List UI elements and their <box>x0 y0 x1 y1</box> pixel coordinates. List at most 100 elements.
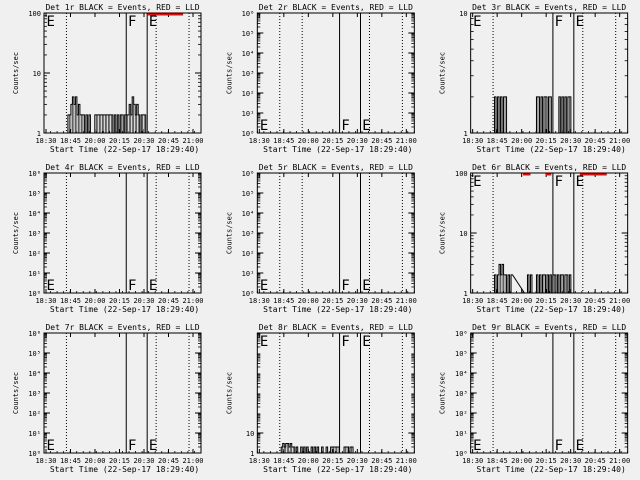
y-tick-label: 1 <box>463 290 467 298</box>
x-tick-label: 18:30 <box>249 297 270 305</box>
event-marker-label: E <box>473 14 481 30</box>
y-tick-label: 10¹ <box>242 110 255 118</box>
y-axis-label: Counts/sec <box>439 212 447 254</box>
x-axis-label: Start Time (22-Sep-17 18:29:40) <box>50 465 199 474</box>
y-axis-label: Counts/sec <box>12 372 20 414</box>
y-tick-label: 10⁶ <box>455 330 468 338</box>
y-axis-label: Counts/sec <box>439 52 447 94</box>
x-axis-label: Start Time (22-Sep-17 18:29:40) <box>263 305 412 314</box>
event-marker-label: E <box>149 278 157 294</box>
chart-panel: Det 9r BLACK = Events, RED = LLD 18:30 18:… <box>439 323 631 474</box>
x-tick-label: 20:30 <box>347 457 368 465</box>
x-tick-label: 21:00 <box>609 137 630 145</box>
chart-title: Det 8r BLACK = Events, RED = LLD <box>259 323 413 332</box>
event-marker-label: E <box>260 278 268 294</box>
chart-panel: Det 6r BLACK = Events, RED = LLD 18:30 18:… <box>439 163 631 314</box>
event-marker-label: E <box>576 174 584 190</box>
x-axis-label: Start Time (22-Sep-17 18:29:40) <box>477 305 626 314</box>
x-tick-label: 18:30 <box>462 457 483 465</box>
x-tick-label: 18:45 <box>273 457 294 465</box>
y-tick-label: 10¹ <box>242 270 255 278</box>
x-tick-label: 18:30 <box>249 457 270 465</box>
x-tick-label: 20:00 <box>511 297 532 305</box>
x-tick-label: 20:15 <box>536 457 557 465</box>
y-tick-label: 10⁰ <box>242 290 255 298</box>
x-tick-label: 20:00 <box>298 457 319 465</box>
y-tick-label: 100 <box>28 10 41 18</box>
chart-title: Det 2r BLACK = Events, RED = LLD <box>259 3 413 12</box>
chart-title: Det 1r BLACK = Events, RED = LLD <box>45 3 199 12</box>
y-tick-label: 10¹ <box>28 430 41 438</box>
x-tick-label: 21:00 <box>182 457 203 465</box>
y-tick-label: 10⁰ <box>28 290 41 298</box>
event-marker-label: F <box>555 174 563 190</box>
event-marker-label: E <box>46 278 54 294</box>
y-tick-label: 1 <box>250 450 254 458</box>
x-tick-label: 20:00 <box>511 457 532 465</box>
y-tick-label: 10⁶ <box>28 170 41 178</box>
y-axis-label: Counts/sec <box>439 372 447 414</box>
x-axis-label: Start Time (22-Sep-17 18:29:40) <box>263 145 412 154</box>
x-tick-label: 20:45 <box>158 457 179 465</box>
chart-panel: Det 8r BLACK = Events, RED = LLD 18:30 18:… <box>225 323 417 474</box>
y-tick-label: 10³ <box>242 230 255 238</box>
x-axis-label: Start Time (22-Sep-17 18:29:40) <box>50 145 199 154</box>
event-marker-label: E <box>260 334 268 350</box>
x-tick-label: 20:45 <box>371 137 392 145</box>
x-tick-label: 20:30 <box>560 297 581 305</box>
event-marker-label: E <box>362 334 370 350</box>
event-marker-label: F <box>341 278 349 294</box>
x-tick-label: 21:00 <box>396 297 417 305</box>
x-tick-label: 20:30 <box>133 137 154 145</box>
event-marker-label: E <box>576 438 584 454</box>
x-tick-label: 20:15 <box>109 457 130 465</box>
x-axis-label: Start Time (22-Sep-17 18:29:40) <box>263 465 412 474</box>
x-tick-label: 18:30 <box>35 297 56 305</box>
y-axis-label: Counts/sec <box>225 52 233 94</box>
chart-title: Det 5r BLACK = Events, RED = LLD <box>259 163 413 172</box>
x-tick-label: 18:30 <box>462 137 483 145</box>
y-tick-label: 10⁰ <box>242 130 255 138</box>
x-axis-label: Start Time (22-Sep-17 18:29:40) <box>477 145 626 154</box>
x-tick-label: 18:45 <box>273 137 294 145</box>
y-tick-label: 10² <box>28 250 41 258</box>
y-tick-label: 10⁵ <box>242 30 255 38</box>
chart-panel: Det 3r BLACK = Events, RED = LLD 18:30 18:… <box>439 3 631 154</box>
chart-panel: Det 4r BLACK = Events, RED = LLD 18:30 18:… <box>12 163 204 314</box>
y-tick-label: 10 <box>459 230 467 238</box>
event-marker-label: F <box>128 438 136 454</box>
y-tick-label: 10 <box>246 430 254 438</box>
y-tick-label: 10⁶ <box>28 330 41 338</box>
x-tick-label: 18:30 <box>35 457 56 465</box>
plot-frame <box>43 332 202 454</box>
y-tick-label: 10⁴ <box>28 210 41 218</box>
x-tick-label: 20:00 <box>298 297 319 305</box>
y-tick-label: 10² <box>242 90 255 98</box>
plot-frame <box>256 332 415 454</box>
plot-frame <box>256 172 415 294</box>
y-tick-label: 10 <box>459 10 467 18</box>
chart-title: Det 6r BLACK = Events, RED = LLD <box>472 163 626 172</box>
x-tick-label: 20:30 <box>560 457 581 465</box>
y-axis-label: Counts/sec <box>225 212 233 254</box>
y-tick-label: 10³ <box>28 390 41 398</box>
x-tick-label: 18:45 <box>487 457 508 465</box>
y-tick-label: 10² <box>455 410 468 418</box>
x-tick-label: 20:00 <box>511 137 532 145</box>
y-axis-label: Counts/sec <box>12 52 20 94</box>
x-tick-label: 20:45 <box>371 297 392 305</box>
event-marker-label: F <box>555 438 563 454</box>
y-tick-label: 10² <box>28 410 41 418</box>
plot-frame <box>43 172 202 294</box>
x-tick-label: 20:30 <box>133 297 154 305</box>
event-marker-label: F <box>341 334 349 350</box>
y-tick-label: 10⁶ <box>242 170 255 178</box>
chart-title: Det 7r BLACK = Events, RED = LLD <box>45 323 199 332</box>
y-tick-label: 10¹ <box>28 270 41 278</box>
event-marker-label: F <box>128 14 136 30</box>
chart-panel: Det 1r BLACK = Events, RED = LLD 18:30 18:… <box>12 3 204 154</box>
y-tick-label: 10⁵ <box>28 350 41 358</box>
x-tick-label: 20:15 <box>536 297 557 305</box>
chart-panel: Det 2r BLACK = Events, RED = LLD 18:30 18:… <box>225 3 417 154</box>
x-tick-label: 20:15 <box>322 297 343 305</box>
